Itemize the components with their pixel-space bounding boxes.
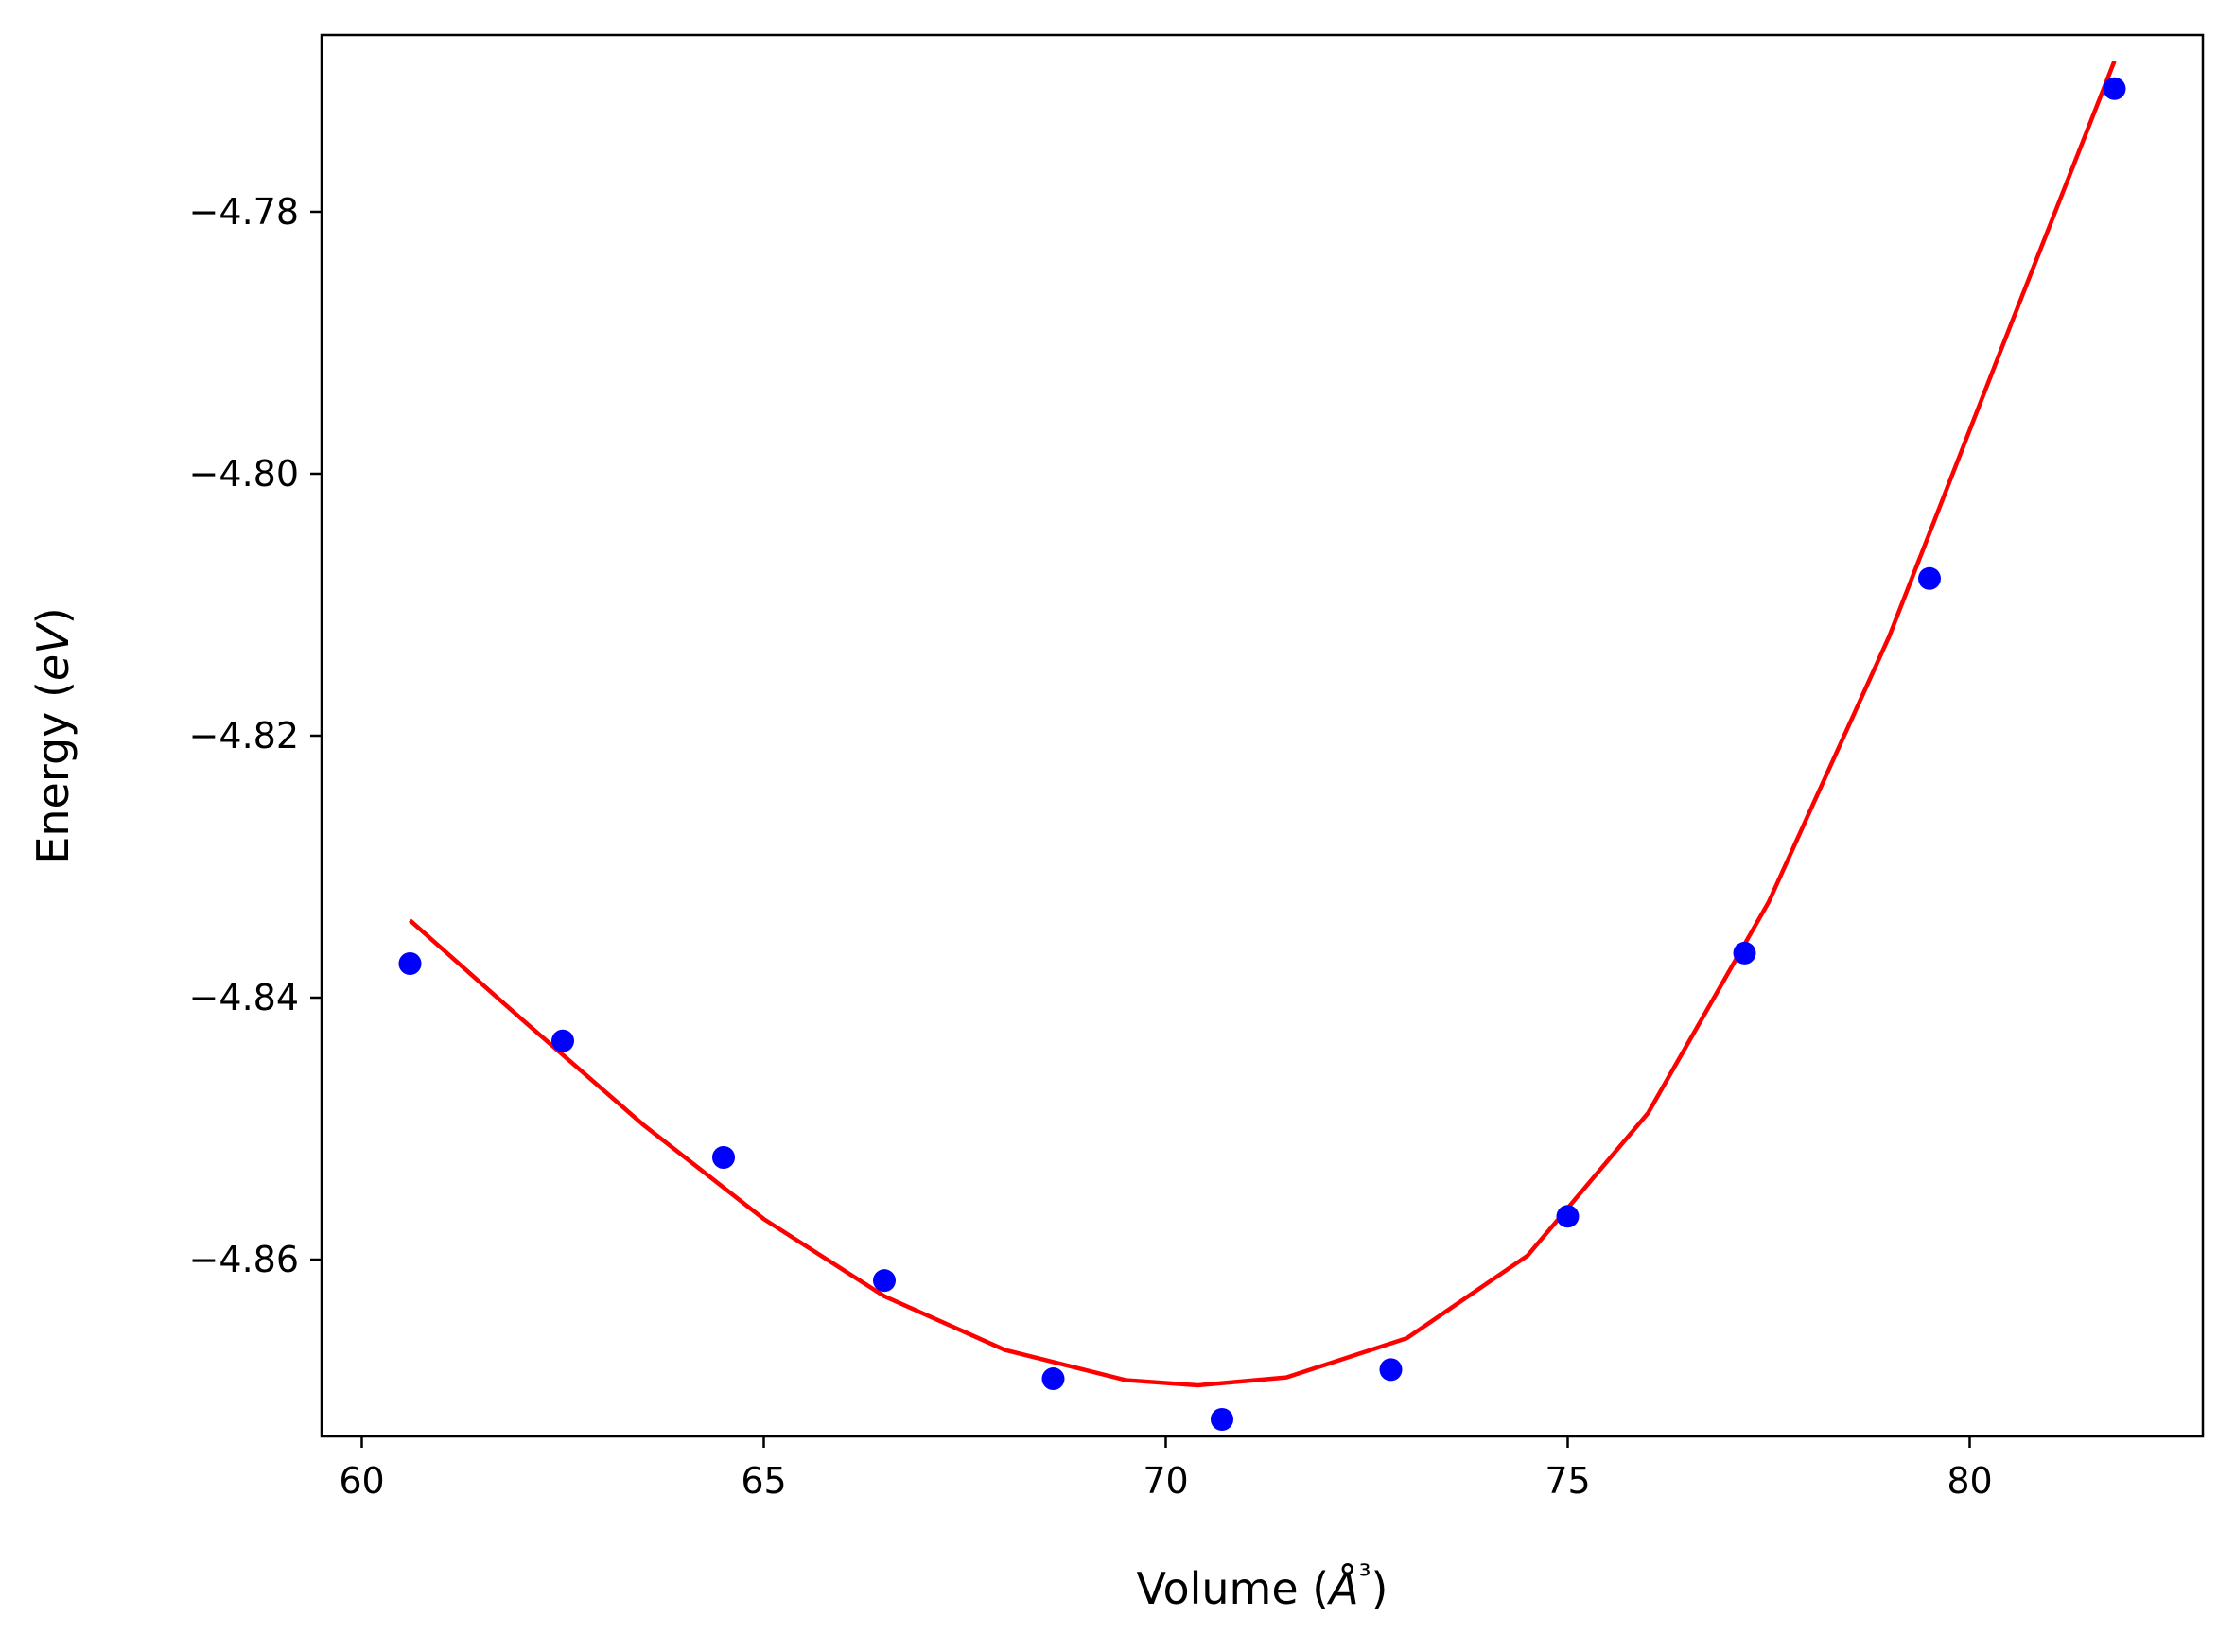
y-tick-label: −4.86	[189, 1239, 299, 1280]
ticks-layer: 60 65 70 75 80 −4.86 −4.84 −4.82 −4.80 −4.78	[189, 191, 1993, 1502]
x-axis-label: Volume (Å³)	[1137, 1557, 1388, 1614]
data-point	[1379, 1358, 1403, 1382]
fit-curve-layer	[409, 60, 2117, 1388]
y-tick-label: −4.82	[189, 715, 299, 756]
x-tick-label: 65	[741, 1460, 786, 1502]
data-point	[1041, 1367, 1065, 1391]
data-points-layer	[398, 77, 2126, 1431]
data-point	[712, 1145, 735, 1169]
plot-area-frame	[320, 33, 2205, 1438]
data-point	[398, 951, 422, 975]
data-point	[1733, 941, 1756, 965]
x-tick-label: 60	[339, 1460, 384, 1502]
data-point	[2103, 77, 2126, 100]
y-tick-label: −4.80	[189, 453, 299, 495]
data-point	[1211, 1407, 1233, 1431]
data-point	[1556, 1205, 1580, 1228]
x-tick-label: 75	[1545, 1460, 1590, 1502]
x-tick-label: 70	[1143, 1460, 1188, 1502]
x-tick-label: 80	[1947, 1460, 1992, 1502]
data-point	[873, 1269, 896, 1293]
data-point	[551, 1029, 574, 1052]
y-axis-label: Energy (eV)	[27, 607, 79, 863]
y-tick-label: −4.84	[189, 977, 299, 1018]
fit-curve-series-line	[409, 60, 2117, 1388]
y-tick-label: −4.78	[189, 191, 299, 233]
data-point	[1918, 566, 1941, 590]
